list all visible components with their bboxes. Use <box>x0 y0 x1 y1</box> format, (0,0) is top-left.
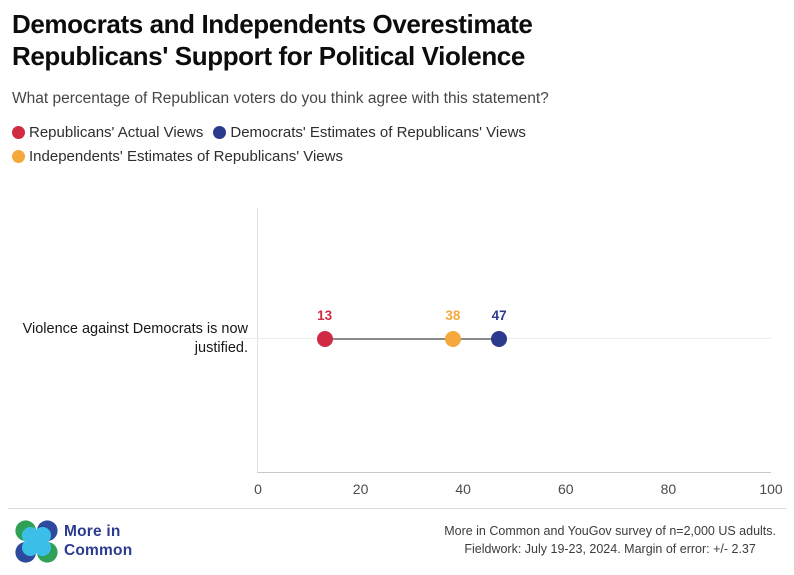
source-note: More in Common and YouGov survey of n=2,… <box>444 523 776 558</box>
data-point-value-label: 47 <box>491 308 507 323</box>
legend-item: Democrats' Estimates of Republicans' Vie… <box>213 122 526 143</box>
x-axis-tick-label: 60 <box>558 481 574 497</box>
legend-label: Independents' Estimates of Republicans' … <box>29 148 343 165</box>
legend-swatch-icon <box>12 126 25 139</box>
x-axis-tick-label: 100 <box>759 481 783 497</box>
data-point-dot <box>444 331 461 347</box>
x-axis-tick-label: 40 <box>455 481 471 497</box>
data-point-value-label: 13 <box>317 308 333 323</box>
more-in-common-logo-icon <box>14 519 59 569</box>
x-axis-tick-label: 80 <box>660 481 677 497</box>
brand-wordmark: More in Common <box>64 523 133 559</box>
legend-label: Democrats' Estimates of Republicans' Vie… <box>230 124 526 141</box>
legend-swatch-icon <box>12 150 25 163</box>
data-point-dot <box>316 331 333 347</box>
x-axis-tick-label: 20 <box>352 481 369 497</box>
category-label: Violence against Democrats is now justif… <box>22 321 248 356</box>
legend-label: Republicans' Actual Views <box>29 124 204 141</box>
source-line-1: More in Common and YouGov survey of n=2,… <box>444 524 776 538</box>
x-axis-tick-label: 0 <box>254 481 262 497</box>
footer-divider <box>8 508 786 509</box>
legend: Republicans' Actual Views Democrats' Esti… <box>12 122 712 167</box>
plot-area: 0 20 40 60 80 100 13 38 47 <box>240 208 783 497</box>
data-point-dot <box>491 331 508 347</box>
legend-item: Independents' Estimates of Republicans' … <box>12 146 343 167</box>
legend-item: Republicans' Actual Views <box>12 122 203 143</box>
dumbbell-connector <box>324 338 500 340</box>
chart-subtitle: What percentage of Republican voters do … <box>12 90 549 107</box>
source-line-2: Fieldwork: July 19-23, 2024. Margin of e… <box>464 541 756 556</box>
legend-swatch-icon <box>213 126 227 139</box>
data-point-value-label: 38 <box>445 308 461 323</box>
chart-title: Democrats and Independents Overestimate … <box>12 9 533 71</box>
